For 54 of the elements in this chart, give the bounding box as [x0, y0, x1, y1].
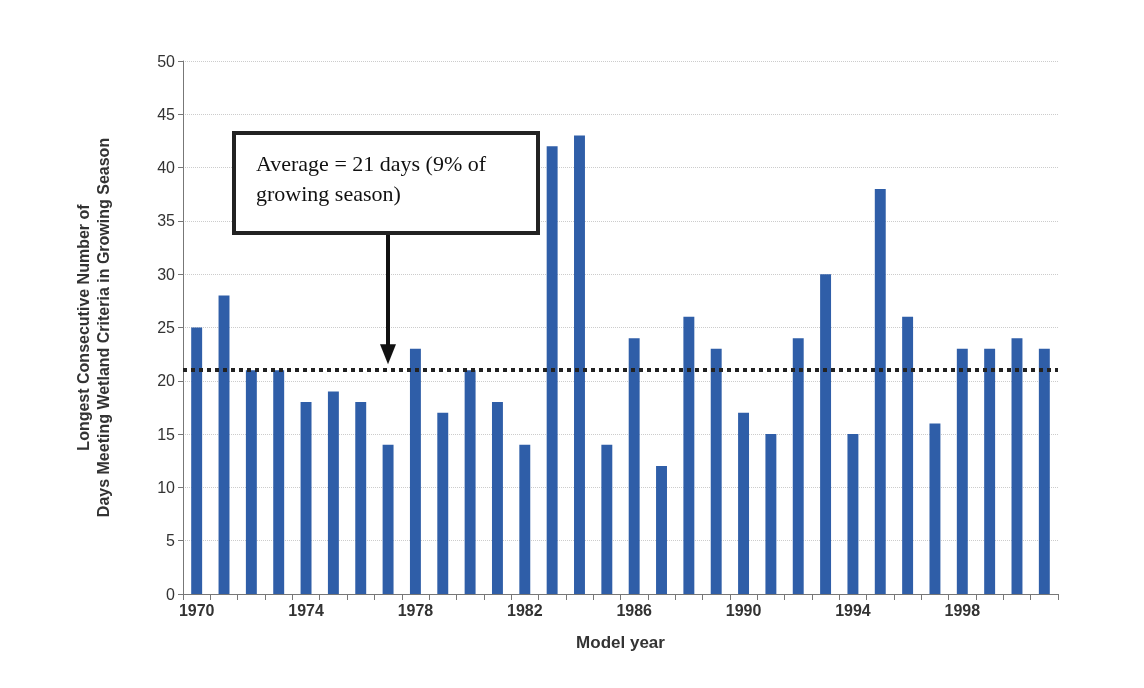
bar [1011, 338, 1023, 594]
bar [956, 348, 968, 594]
bar [874, 188, 886, 594]
y-tick-label: 20 [157, 372, 176, 390]
bar [792, 338, 804, 594]
y-tick-label: 35 [157, 212, 176, 230]
bar [245, 370, 257, 594]
x-tick-label: 1978 [397, 601, 434, 619]
bar [683, 316, 695, 594]
bar [273, 370, 285, 594]
bar [300, 402, 312, 594]
bar [519, 444, 531, 594]
x-tick-label: 1998 [944, 601, 981, 619]
bar [765, 434, 777, 594]
bar [710, 348, 722, 594]
bar [218, 295, 230, 594]
y-axis-title: Longest Consecutive Number of Days Meeting Wetland Criteria in Growing Season [74, 137, 112, 518]
y-tick-label: 10 [157, 478, 176, 496]
bar [738, 412, 750, 594]
bar [574, 135, 585, 594]
x-tick-label: 1982 [507, 601, 543, 619]
bar [355, 402, 367, 594]
bar [628, 338, 640, 594]
bar [847, 434, 859, 594]
bar [929, 423, 941, 594]
bar [409, 348, 421, 594]
bar [464, 370, 476, 594]
bar [191, 327, 203, 594]
bar [327, 391, 339, 594]
y-tick-label: 40 [157, 159, 176, 177]
x-tick-label: 1970 [178, 601, 215, 619]
y-tick-label: 15 [157, 425, 176, 443]
x-tick-label: 1990 [725, 601, 762, 619]
x-tick-label: 1974 [288, 601, 324, 619]
bar [984, 348, 996, 594]
y-tick-label: 25 [157, 319, 176, 336]
y-tick-label: 5 [166, 532, 176, 550]
y-tick-label: 45 [157, 105, 176, 123]
bar [601, 444, 613, 594]
callout-box: Average = 21 days (9% of growing season) [232, 131, 540, 235]
x-tick-label: 1986 [616, 601, 653, 619]
x-axis-title: Model year [576, 633, 666, 652]
y-tick-label: 50 [157, 52, 176, 70]
bar [1038, 348, 1050, 594]
y-tick-label: 30 [157, 265, 176, 283]
bar [437, 412, 449, 594]
bar [656, 466, 667, 594]
bar [820, 274, 832, 594]
bar [902, 316, 914, 594]
y-tick-label: 0 [166, 585, 176, 603]
bar [382, 444, 394, 594]
bar [491, 402, 503, 594]
x-tick-label: 1994 [835, 601, 871, 619]
bar [546, 146, 558, 594]
